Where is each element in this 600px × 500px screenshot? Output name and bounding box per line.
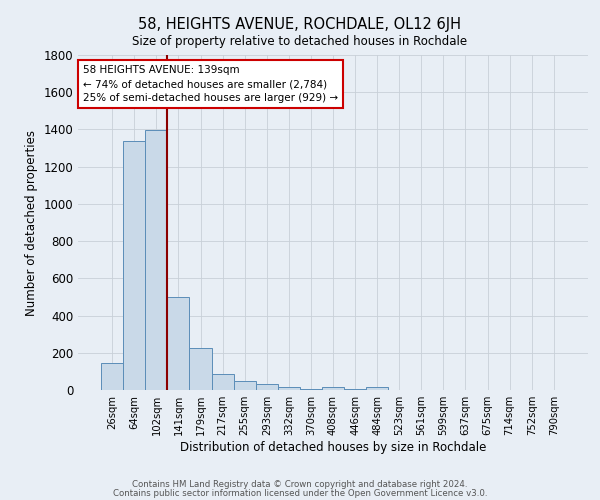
Bar [256,384,278,390]
Bar [366,386,388,390]
Bar [344,389,366,390]
Bar [190,348,212,390]
Bar [101,363,123,390]
Bar [300,389,322,390]
Bar [322,387,344,390]
Bar [123,140,145,390]
Y-axis label: Number of detached properties: Number of detached properties [25,130,38,316]
Bar [278,386,300,390]
X-axis label: Distribution of detached houses by size in Rochdale: Distribution of detached houses by size … [180,441,486,454]
Text: 58 HEIGHTS AVENUE: 139sqm
← 74% of detached houses are smaller (2,784)
25% of se: 58 HEIGHTS AVENUE: 139sqm ← 74% of detac… [83,65,338,103]
Bar [167,297,190,390]
Bar [145,130,167,390]
Text: Size of property relative to detached houses in Rochdale: Size of property relative to detached ho… [133,35,467,48]
Text: 58, HEIGHTS AVENUE, ROCHDALE, OL12 6JH: 58, HEIGHTS AVENUE, ROCHDALE, OL12 6JH [139,18,461,32]
Bar [212,374,233,390]
Bar [233,380,256,390]
Text: Contains public sector information licensed under the Open Government Licence v3: Contains public sector information licen… [113,489,487,498]
Text: Contains HM Land Registry data © Crown copyright and database right 2024.: Contains HM Land Registry data © Crown c… [132,480,468,489]
